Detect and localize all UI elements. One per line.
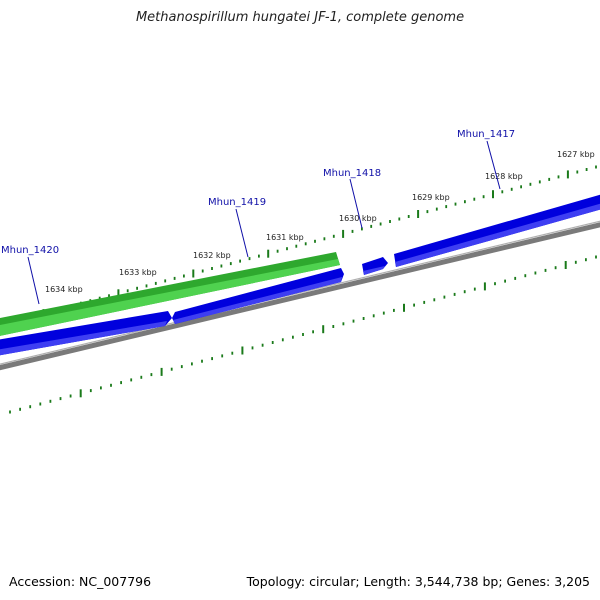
scale-label-1633: 1633 kbp	[119, 268, 157, 277]
gene-label-mhun-1417[interactable]: Mhun_1417	[457, 129, 515, 140]
gene-label-mhun-1420[interactable]: Mhun_1420	[1, 245, 59, 256]
accession-text: Accession: NC_007796	[9, 574, 152, 589]
leader-line-mhun-1420	[27, 256, 40, 305]
scale-label-1629: 1629 kbp	[412, 193, 450, 202]
leader-line-mhun-1419	[235, 208, 249, 258]
scale-label-1627: 1627 kbp	[557, 150, 595, 159]
scale-label-1630: 1630 kbp	[339, 214, 377, 223]
map-title: Methanospirillum hungatei JF-1, complete…	[135, 10, 465, 25]
gene-label-mhun-1419[interactable]: Mhun_1419	[208, 197, 266, 208]
leader-line-mhun-1417	[486, 140, 501, 190]
gene-mhun-1417-blue-highlight	[395, 203, 600, 267]
gene-mhun-1420-1419-highlight	[0, 259, 340, 336]
genome-summary-text: Topology: circular; Length: 3,544,738 bp…	[246, 574, 590, 589]
genome-backbone-highlight	[0, 220, 600, 365]
scale-label-1634: 1634 kbp	[45, 285, 83, 294]
scale-label-1628: 1628 kbp	[485, 172, 523, 181]
gene-label-mhun-1418[interactable]: Mhun_1418	[323, 168, 381, 179]
gene-mhun-1419-blue-highlight	[173, 277, 342, 324]
scale-label-1631: 1631 kbp	[266, 233, 304, 242]
gene-mhun-1418-blue-highlight	[363, 266, 385, 275]
lower-scale-ticks	[9, 255, 597, 414]
gene-mhun-1420-blue-highlight	[0, 321, 167, 356]
leader-line-mhun-1418	[349, 178, 363, 229]
genome-backbone	[0, 222, 600, 371]
scale-label-1632: 1632 kbp	[193, 251, 231, 260]
